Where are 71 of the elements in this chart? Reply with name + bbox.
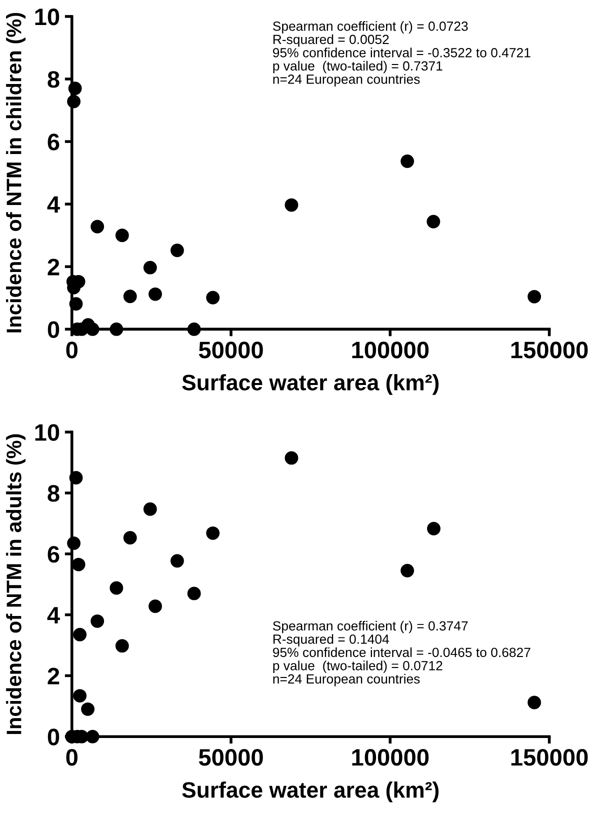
point xyxy=(187,586,201,600)
y-axis-title: Incidence of NTM in children (%) xyxy=(6,12,26,332)
x-tick-label: 50000 xyxy=(198,342,263,358)
point xyxy=(73,628,87,642)
x-axis-title: Surface water area (km²) xyxy=(182,374,439,395)
annotation: 95% confidence interval = -0.0465 to 0.6827 xyxy=(273,647,530,658)
point xyxy=(170,554,184,568)
x-tick-label: 0 xyxy=(66,342,78,358)
point xyxy=(115,228,129,242)
y-tick-label: 6 xyxy=(48,134,60,150)
point xyxy=(148,600,162,613)
y-tick-label: 10 xyxy=(35,424,60,441)
point xyxy=(427,522,440,536)
point xyxy=(86,730,100,744)
x-tick-label: 0 xyxy=(66,749,78,766)
point xyxy=(426,214,440,228)
y-tick-label: 6 xyxy=(48,546,60,563)
point xyxy=(284,198,298,212)
point xyxy=(206,290,220,304)
annotation: Spearman coefficient (r) = 0.3747 xyxy=(272,620,468,634)
point xyxy=(67,94,80,108)
point xyxy=(81,702,95,716)
point xyxy=(284,451,298,465)
y-tick-label: 2 xyxy=(48,668,60,684)
point xyxy=(206,526,220,540)
point xyxy=(68,82,82,96)
y-tick-label: 0 xyxy=(48,728,60,746)
x-tick-label: 50000 xyxy=(198,749,263,766)
y-tick-label: 0 xyxy=(48,321,60,338)
point xyxy=(123,531,137,544)
y-tick-label: 4 xyxy=(47,196,60,213)
y-axis-title: Incidence of NTM in adults (%) xyxy=(6,434,26,734)
x-tick-label: 100000 xyxy=(352,749,429,766)
point xyxy=(67,536,80,550)
point xyxy=(69,297,83,311)
y-tick-label: 8 xyxy=(48,71,60,88)
annotation: 95% confidence interval = -0.3522 to 0.4721 xyxy=(273,48,530,58)
point xyxy=(69,471,83,484)
point xyxy=(148,287,162,301)
point xyxy=(90,614,104,628)
x-axis-title: Surface water area (km²) xyxy=(182,782,439,802)
point xyxy=(123,290,137,304)
point xyxy=(187,322,201,336)
point xyxy=(528,696,542,710)
annotation: n=24 European countries xyxy=(273,74,420,86)
point xyxy=(115,639,129,653)
y-tick-label: 8 xyxy=(48,485,60,502)
point xyxy=(143,502,157,516)
point xyxy=(110,322,124,336)
point xyxy=(72,558,86,572)
point xyxy=(400,564,414,578)
point xyxy=(73,689,87,702)
x-tick-label: 100000 xyxy=(352,342,429,358)
point xyxy=(400,154,414,168)
point xyxy=(86,322,100,336)
y-tick-label: 4 xyxy=(47,607,60,624)
point xyxy=(90,220,104,234)
point xyxy=(528,290,542,304)
y-tick-label: 2 xyxy=(48,258,60,276)
annotation: p value (two-tailed) = 0.0712 xyxy=(273,660,442,673)
annotation: n=24 European countries xyxy=(273,674,420,686)
y-tick-label: 10 xyxy=(35,8,60,26)
point xyxy=(170,244,184,258)
annotation: p value (two-tailed) = 0.7371 xyxy=(273,60,442,74)
annotation: Spearman coefficient (r) = 0.0723 xyxy=(272,21,468,34)
x-tick-label: 150000 xyxy=(511,342,588,358)
annotation: R-squared = 0.0052 xyxy=(273,34,389,47)
point xyxy=(110,581,124,595)
annotation: R-squared = 0.1404 xyxy=(273,634,389,646)
point xyxy=(143,260,157,274)
x-tick-label: 150000 xyxy=(511,749,588,766)
